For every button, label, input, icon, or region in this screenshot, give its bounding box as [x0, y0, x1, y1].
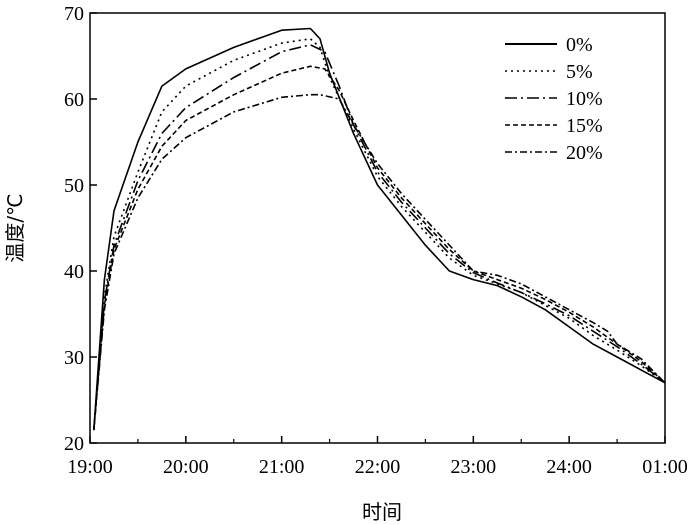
legend-label-4: 20% [566, 142, 603, 164]
x-tick-label: 23:00 [451, 456, 497, 478]
x-tick-label: 01:00 [642, 456, 688, 478]
legend: 0% 5% 10% 15% 20% [505, 34, 603, 164]
x-tick-label: 19:00 [67, 456, 113, 478]
series-line-2 [93, 44, 666, 431]
x-tick-label: 22:00 [355, 456, 401, 478]
x-tick-label: 20:00 [163, 456, 209, 478]
x-tick-label: 24:00 [546, 456, 592, 478]
legend-label-3: 15% [566, 115, 603, 137]
series-layer [93, 27, 666, 431]
series-line-1 [93, 38, 666, 431]
y-tick-label: 50 [64, 175, 84, 197]
series-line-4 [93, 93, 666, 431]
series-line-0 [93, 27, 666, 431]
y-tick-label: 30 [64, 347, 84, 369]
plot-area: 20 30 40 50 60 70 19:00 20:00 21:00 22:00 23:00 24:… [64, 3, 688, 478]
y-tick-label: 40 [64, 261, 84, 283]
series-line-3 [93, 65, 666, 431]
legend-label-1: 5% [566, 61, 593, 83]
x-tick-label: 21:00 [259, 456, 305, 478]
x-axis-label: 时间 [362, 500, 402, 524]
legend-label-0: 0% [566, 34, 593, 56]
y-tick-label: 20 [64, 433, 84, 455]
legend-label-2: 10% [566, 88, 603, 110]
y-tick-label: 70 [64, 3, 84, 25]
y-tick-label: 60 [64, 89, 84, 111]
y-axis-label: 温度/℃ [3, 193, 27, 262]
